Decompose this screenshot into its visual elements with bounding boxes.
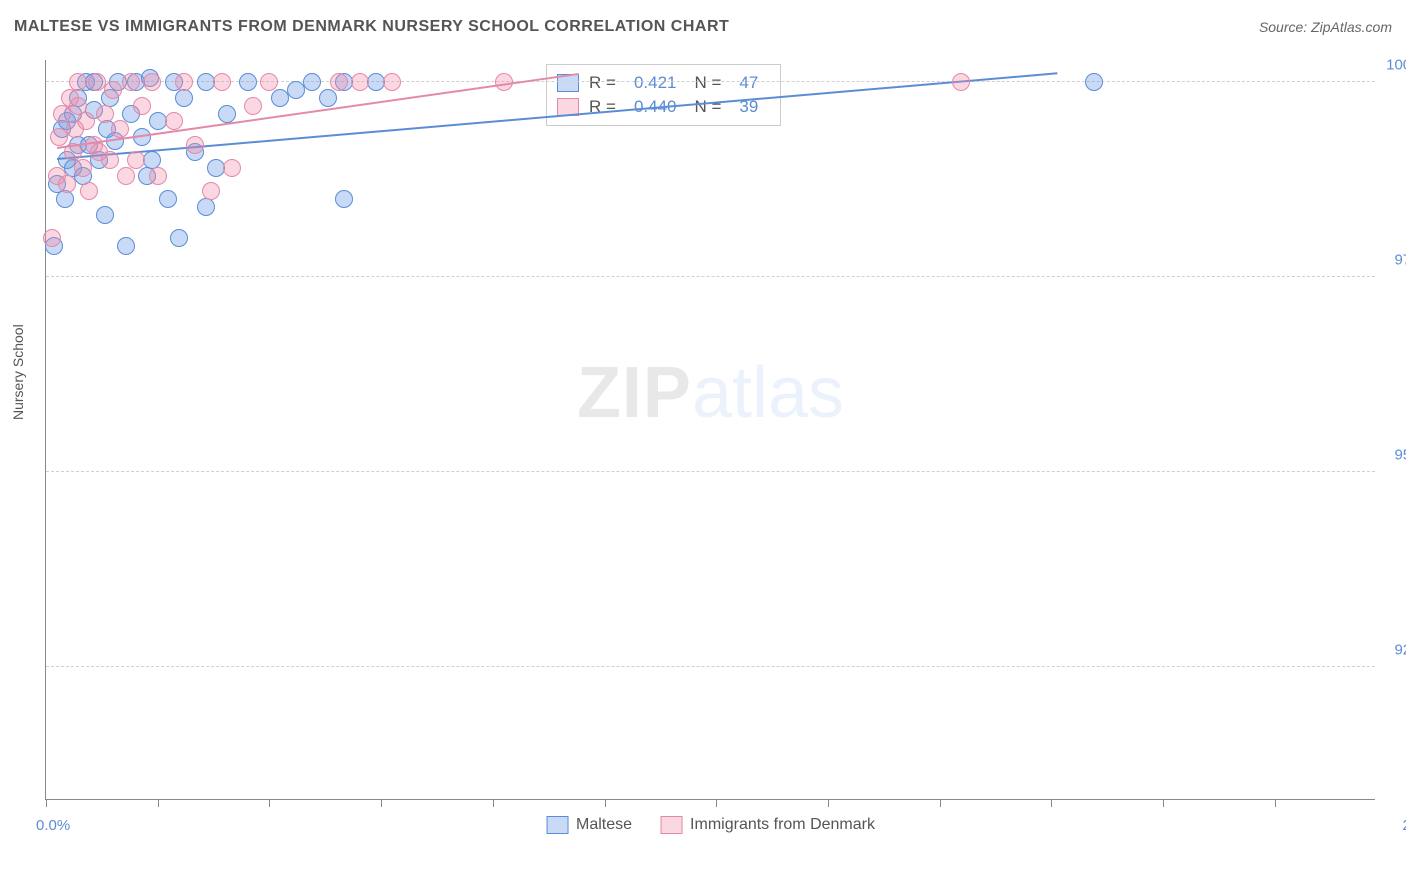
chart-title: MALTESE VS IMMIGRANTS FROM DENMARK NURSE… bbox=[14, 18, 729, 36]
gridline-h bbox=[46, 666, 1375, 667]
scatter-point bbox=[104, 81, 122, 99]
n-label: N = bbox=[694, 97, 721, 117]
x-tick bbox=[493, 799, 494, 807]
legend-row: R = 0.421 N = 47 bbox=[557, 71, 766, 95]
scatter-point bbox=[197, 198, 215, 216]
legend-swatch-maltese bbox=[546, 816, 568, 834]
source-label: Source: ZipAtlas.com bbox=[1259, 19, 1392, 35]
x-tick bbox=[46, 799, 47, 807]
x-tick bbox=[381, 799, 382, 807]
legend-swatch-denmark bbox=[660, 816, 682, 834]
watermark-atlas: atlas bbox=[692, 353, 844, 433]
scatter-point bbox=[80, 182, 98, 200]
scatter-point bbox=[74, 159, 92, 177]
scatter-point bbox=[239, 73, 257, 91]
x-axis-max-label: 25.0% bbox=[1402, 817, 1406, 834]
watermark: ZIPatlas bbox=[577, 352, 844, 434]
scatter-point bbox=[244, 97, 262, 115]
gridline-h bbox=[46, 276, 1375, 277]
scatter-point bbox=[213, 73, 231, 91]
scatter-point bbox=[175, 73, 193, 91]
x-tick bbox=[269, 799, 270, 807]
x-tick bbox=[1275, 799, 1276, 807]
gridline-h bbox=[46, 471, 1375, 472]
scatter-point bbox=[165, 112, 183, 130]
x-tick bbox=[828, 799, 829, 807]
x-tick bbox=[605, 799, 606, 807]
legend-item-denmark: Immigrants from Denmark bbox=[660, 816, 875, 834]
scatter-point bbox=[149, 167, 167, 185]
n-value: 47 bbox=[739, 73, 758, 93]
scatter-point bbox=[69, 73, 87, 91]
y-tick-label: 92.5% bbox=[1394, 641, 1406, 658]
x-tick bbox=[1051, 799, 1052, 807]
chart-plot-area: ZIPatlas R =0.421N =47R =0.440N =39 Malt… bbox=[45, 60, 1375, 800]
scatter-point bbox=[260, 73, 278, 91]
scatter-point bbox=[101, 151, 119, 169]
scatter-point bbox=[303, 73, 321, 91]
scatter-point bbox=[117, 167, 135, 185]
scatter-point bbox=[96, 105, 114, 123]
correlation-legend-box: R =0.421N =47R =0.440N =39 bbox=[546, 64, 781, 126]
y-tick-label: 97.5% bbox=[1394, 252, 1406, 269]
scatter-point bbox=[202, 182, 220, 200]
scatter-point bbox=[117, 237, 135, 255]
scatter-point bbox=[330, 73, 348, 91]
n-label: N = bbox=[694, 73, 721, 93]
scatter-point bbox=[159, 190, 177, 208]
scatter-point bbox=[77, 112, 95, 130]
scatter-point bbox=[56, 190, 74, 208]
scatter-point bbox=[952, 73, 970, 91]
chart-header: MALTESE VS IMMIGRANTS FROM DENMARK NURSE… bbox=[14, 18, 1392, 36]
scatter-point bbox=[186, 136, 204, 154]
scatter-point bbox=[122, 73, 140, 91]
scatter-point bbox=[319, 89, 337, 107]
scatter-point bbox=[351, 73, 369, 91]
scatter-point bbox=[43, 229, 61, 247]
x-tick bbox=[1163, 799, 1164, 807]
scatter-point bbox=[175, 89, 193, 107]
x-tick bbox=[716, 799, 717, 807]
y-axis-label: Nursery School bbox=[10, 324, 26, 420]
y-tick-label: 95.0% bbox=[1394, 446, 1406, 463]
scatter-point bbox=[96, 206, 114, 224]
scatter-point bbox=[133, 97, 151, 115]
r-label: R = bbox=[589, 73, 616, 93]
scatter-point bbox=[127, 151, 145, 169]
legend-label-maltese: Maltese bbox=[576, 816, 632, 834]
x-axis-min-label: 0.0% bbox=[36, 817, 70, 834]
scatter-point bbox=[111, 120, 129, 138]
y-tick-label: 100.0% bbox=[1386, 57, 1406, 74]
legend-item-maltese: Maltese bbox=[546, 816, 632, 834]
scatter-point bbox=[58, 175, 76, 193]
r-value: 0.421 bbox=[634, 73, 677, 93]
x-tick bbox=[940, 799, 941, 807]
scatter-point bbox=[223, 159, 241, 177]
legend-label-denmark: Immigrants from Denmark bbox=[690, 816, 875, 834]
scatter-point bbox=[218, 105, 236, 123]
scatter-point bbox=[335, 190, 353, 208]
series-legend: Maltese Immigrants from Denmark bbox=[546, 816, 875, 834]
x-tick bbox=[158, 799, 159, 807]
scatter-point bbox=[1085, 73, 1103, 91]
scatter-point bbox=[143, 73, 161, 91]
watermark-zip: ZIP bbox=[577, 353, 692, 433]
scatter-point bbox=[383, 73, 401, 91]
scatter-point bbox=[170, 229, 188, 247]
